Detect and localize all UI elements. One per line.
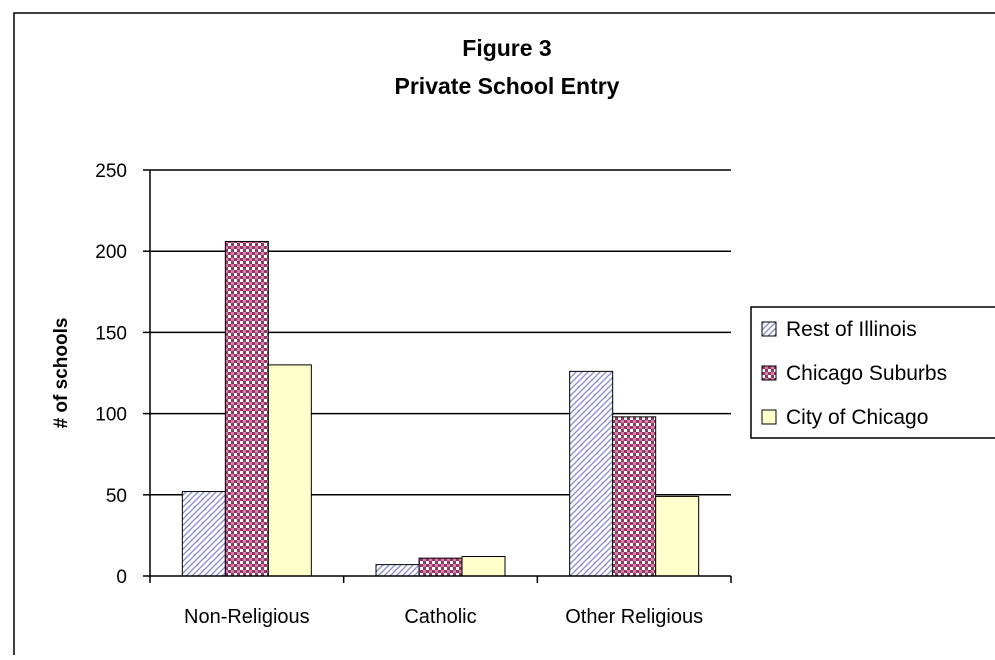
legend-label: Chicago Suburbs xyxy=(786,362,947,385)
y-tick-label: 250 xyxy=(95,161,127,182)
bar xyxy=(181,491,226,577)
legend-label: City of Chicago xyxy=(786,406,928,429)
y-tick-label: 0 xyxy=(116,567,127,588)
legend-swatch xyxy=(761,409,777,425)
y-tick-label: 150 xyxy=(95,323,127,344)
legend-swatch xyxy=(761,365,777,381)
legend: Rest of Illinois Chicago Suburbs City of C… xyxy=(750,306,995,439)
chart-title: Figure 3 xyxy=(462,35,551,61)
category-labels: Non-Religious Catholic Other Religious xyxy=(184,606,703,628)
bar xyxy=(461,556,506,577)
legend-label: Rest of Illinois xyxy=(786,318,917,341)
bar xyxy=(224,240,269,577)
bar xyxy=(655,495,700,577)
tick-labels: 0 50 100 150 200 250 xyxy=(95,161,127,588)
category-label: Other Religious xyxy=(565,606,703,628)
chart-subtitle: Private School Entry xyxy=(395,73,620,99)
category-label: Catholic xyxy=(404,606,476,628)
bar xyxy=(569,370,614,577)
bar xyxy=(612,416,657,577)
category-label: Non-Religious xyxy=(184,606,310,628)
bar xyxy=(418,557,463,577)
legend-box xyxy=(750,306,995,439)
y-axis-label: # of schools xyxy=(51,318,72,429)
bar xyxy=(267,364,312,577)
bars xyxy=(181,240,700,577)
y-tick-label: 200 xyxy=(95,242,127,263)
chart-area-border xyxy=(13,12,995,660)
y-tick-label: 50 xyxy=(106,486,127,507)
bar xyxy=(375,564,420,577)
axes xyxy=(149,170,732,583)
legend-swatch xyxy=(761,321,777,337)
y-tick-label: 100 xyxy=(95,405,127,426)
